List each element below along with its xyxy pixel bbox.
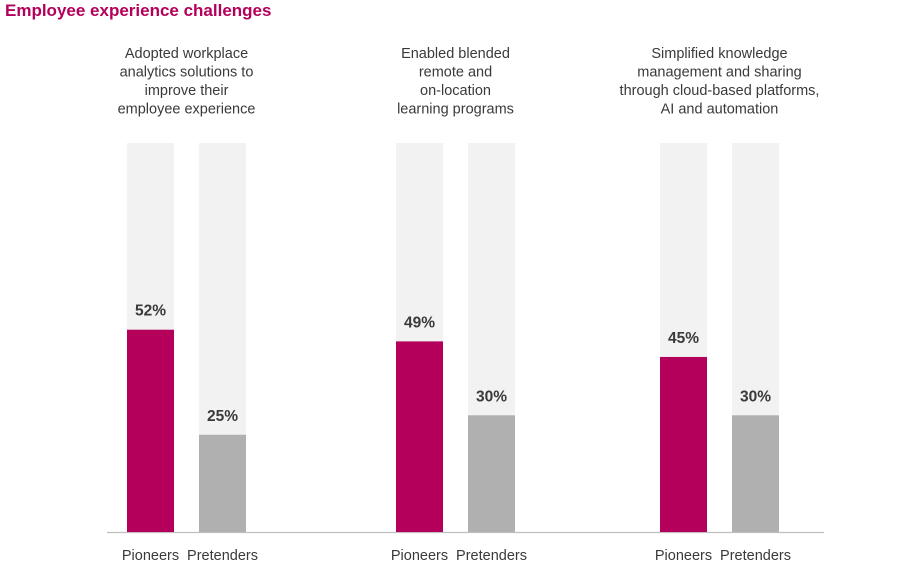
tick-label-pretenders: Pretenders	[456, 548, 527, 564]
tick-label-pioneers: Pioneers	[391, 548, 448, 564]
tick-label-pioneers: Pioneers	[655, 548, 712, 564]
group-label-line: Enabled blended	[401, 46, 510, 62]
bar-pioneers	[127, 329, 174, 532]
group-label-line: remote and	[419, 65, 492, 81]
group-label-line: management and sharing	[637, 65, 801, 81]
bar-pioneers	[396, 341, 443, 532]
chart-title: Employee experience challenges	[5, 1, 272, 20]
group-label-line: employee experience	[118, 102, 256, 118]
bar-group: Enabled blended remote and on-location lear…	[391, 46, 527, 564]
bar-pretenders	[468, 415, 515, 532]
data-label: 45%	[668, 330, 699, 347]
group-label-line: Adopted workplace	[125, 46, 248, 62]
group-label-line: on-location	[420, 83, 491, 99]
group-label-line: learning programs	[397, 102, 514, 118]
bar-pretenders	[199, 434, 246, 532]
group-label-line: AI and automation	[661, 102, 779, 118]
bar-group: Simplified knowledge management and shari…	[620, 46, 820, 564]
data-label: 25%	[207, 408, 238, 425]
bar-pretenders	[732, 415, 779, 532]
data-label: 30%	[740, 388, 771, 405]
tick-label-pretenders: Pretenders	[187, 548, 258, 564]
bar-pioneers	[660, 356, 707, 532]
bar-group: Adopted workplace analytics solutions to i…	[118, 46, 258, 564]
tick-label-pioneers: Pioneers	[122, 548, 179, 564]
data-label: 49%	[404, 314, 435, 331]
data-label: 30%	[476, 388, 507, 405]
group-label-line: Simplified knowledge	[651, 46, 787, 62]
group-label-line: analytics solutions to	[120, 65, 254, 81]
group-label-line: improve their	[145, 83, 229, 99]
data-label: 52%	[135, 303, 166, 320]
tick-label-pretenders: Pretenders	[720, 548, 791, 564]
group-label-line: through cloud-based platforms,	[620, 83, 820, 99]
